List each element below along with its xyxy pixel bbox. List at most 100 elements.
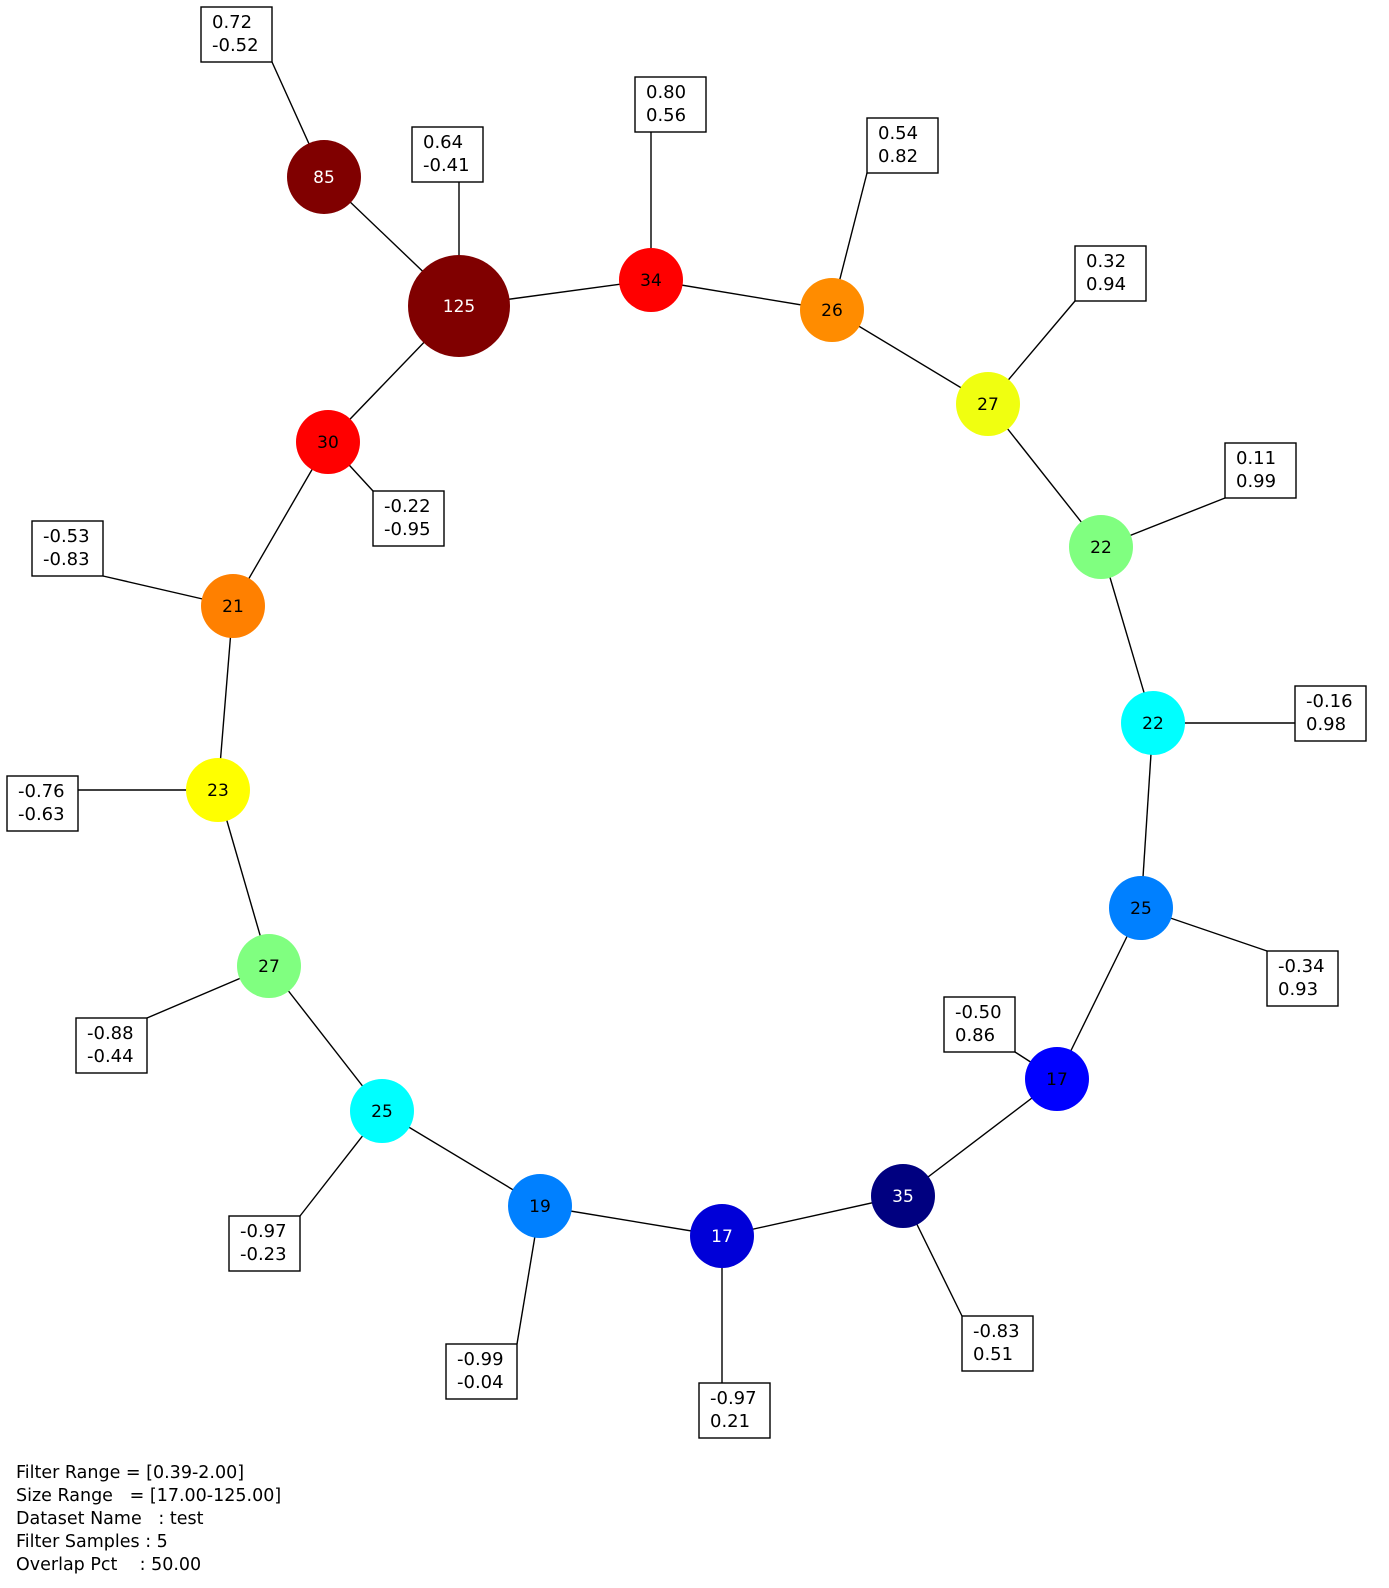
- graph-node[interactable]: 19: [508, 1174, 572, 1238]
- node-circle[interactable]: [1025, 1047, 1089, 1111]
- callout-value-2: 0.94: [1086, 274, 1126, 295]
- callout-value-2: 0.82: [878, 146, 918, 167]
- callout-box: [411, 126, 484, 183]
- node-size-label: 25: [1130, 899, 1152, 919]
- callout-value-2: 0.99: [1236, 471, 1276, 492]
- graph-node[interactable]: 27: [237, 934, 301, 998]
- node-value-callout: -0.970.21: [698, 1382, 771, 1439]
- node-size-label: 125: [443, 297, 475, 317]
- node-circle[interactable]: [800, 278, 864, 342]
- node-value-callout: 0.72-0.52: [200, 6, 273, 63]
- node-circle[interactable]: [1069, 515, 1133, 579]
- callout-value-2: 0.98: [1306, 714, 1346, 735]
- callout-box: [228, 1215, 301, 1272]
- node-circle[interactable]: [508, 1174, 572, 1238]
- callout-box: [31, 520, 104, 577]
- callout-value-2: -0.44: [87, 1046, 134, 1067]
- callout-value-1: -0.99: [457, 1349, 504, 1370]
- callout-value-2: 0.93: [1278, 979, 1318, 1000]
- callout-value-2: 0.56: [646, 105, 686, 126]
- node-value-callout: -0.97-0.23: [228, 1215, 301, 1272]
- node-circle[interactable]: [408, 255, 510, 357]
- node-circle[interactable]: [690, 1204, 754, 1268]
- callout-box: [200, 6, 273, 63]
- node-size-label: 17: [1046, 1070, 1068, 1090]
- graph-node[interactable]: 125: [408, 255, 510, 357]
- size-range-text: Size Range = [17.00-125.00]: [16, 1486, 282, 1506]
- node-size-label: 27: [977, 395, 999, 415]
- node-circle[interactable]: [296, 410, 360, 474]
- graph-node[interactable]: 25: [350, 1079, 414, 1143]
- callout-value-2: -0.04: [457, 1372, 504, 1393]
- node-value-callout: 0.540.82: [866, 117, 939, 174]
- node-size-label: 21: [222, 597, 244, 617]
- node-value-callout: -0.22-0.95: [372, 490, 445, 547]
- graph-node[interactable]: 21: [201, 574, 265, 638]
- graph-node[interactable]: 26: [800, 278, 864, 342]
- dataset-name-text: Dataset Name : test: [16, 1509, 204, 1529]
- graph-node[interactable]: 30: [296, 410, 360, 474]
- graph-node[interactable]: 22: [1069, 515, 1133, 579]
- node-circle[interactable]: [1121, 691, 1185, 755]
- callout-value-1: -0.97: [710, 1388, 757, 1409]
- callout-value-1: 0.11: [1236, 448, 1276, 469]
- node-value-callout: 0.64-0.41: [411, 126, 484, 183]
- callout-value-2: -0.23: [240, 1244, 287, 1265]
- graph-node[interactable]: 23: [186, 758, 250, 822]
- node-circle[interactable]: [201, 574, 265, 638]
- node-value-callout: -0.53-0.83: [31, 520, 104, 577]
- graph-node[interactable]: 85: [287, 140, 361, 214]
- callout-boxes-layer: 0.72-0.52 0.64-0.41 0.800.56 0.540.82 0.320.…: [6, 6, 1367, 1439]
- callout-value-1: -0.34: [1278, 956, 1325, 977]
- callout-box: [1266, 950, 1339, 1007]
- node-circle[interactable]: [1109, 876, 1173, 940]
- callout-value-2: -0.41: [423, 155, 470, 176]
- callout-value-2: -0.95: [384, 519, 431, 540]
- callout-box: [75, 1017, 148, 1074]
- node-size-label: 85: [313, 168, 335, 188]
- node-circle[interactable]: [287, 140, 361, 214]
- node-circle[interactable]: [619, 248, 683, 312]
- node-circle[interactable]: [350, 1079, 414, 1143]
- graph-node[interactable]: 27: [956, 372, 1020, 436]
- graph-edge: [902, 1078, 1058, 1197]
- graph-node[interactable]: 22: [1121, 691, 1185, 755]
- callout-value-2: -0.83: [43, 549, 90, 570]
- node-value-callout: 0.320.94: [1074, 245, 1147, 302]
- callout-value-1: -0.83: [973, 1321, 1020, 1342]
- node-size-label: 19: [529, 1197, 551, 1217]
- callout-value-2: -0.63: [18, 804, 65, 825]
- callout-value-1: 0.72: [212, 12, 252, 33]
- node-value-callout: -0.160.98: [1294, 685, 1367, 742]
- graph-node[interactable]: 25: [1109, 876, 1173, 940]
- callout-box: [372, 490, 445, 547]
- node-size-label: 27: [258, 957, 280, 977]
- callout-value-2: -0.52: [212, 35, 259, 56]
- node-size-label: 17: [711, 1227, 733, 1247]
- node-circle[interactable]: [237, 934, 301, 998]
- graph-node[interactable]: 34: [619, 248, 683, 312]
- node-size-label: 22: [1142, 714, 1164, 734]
- callout-box: [1074, 245, 1147, 302]
- node-circle[interactable]: [186, 758, 250, 822]
- graph-node[interactable]: 17: [1025, 1047, 1089, 1111]
- edges-layer: [217, 176, 1154, 1237]
- node-size-label: 30: [317, 433, 339, 453]
- node-value-callout: -0.76-0.63: [6, 775, 79, 832]
- node-circle[interactable]: [956, 372, 1020, 436]
- node-value-callout: -0.500.86: [943, 996, 1016, 1053]
- node-circle[interactable]: [871, 1164, 935, 1228]
- filter-range-text: Filter Range = [0.39-2.00]: [16, 1463, 245, 1483]
- graph-node[interactable]: 35: [871, 1164, 935, 1228]
- graph-node[interactable]: 17: [690, 1204, 754, 1268]
- callout-value-1: 0.64: [423, 132, 463, 153]
- overlap-pct-text: Overlap Pct : 50.00: [16, 1555, 202, 1575]
- callout-value-1: -0.88: [87, 1023, 134, 1044]
- callout-box: [943, 996, 1016, 1053]
- node-size-label: 22: [1090, 538, 1112, 558]
- callout-value-2: 0.51: [973, 1344, 1013, 1365]
- callout-value-1: 0.80: [646, 82, 686, 103]
- callout-value-1: -0.97: [240, 1221, 287, 1242]
- filter-samples-text: Filter Samples : 5: [16, 1532, 168, 1552]
